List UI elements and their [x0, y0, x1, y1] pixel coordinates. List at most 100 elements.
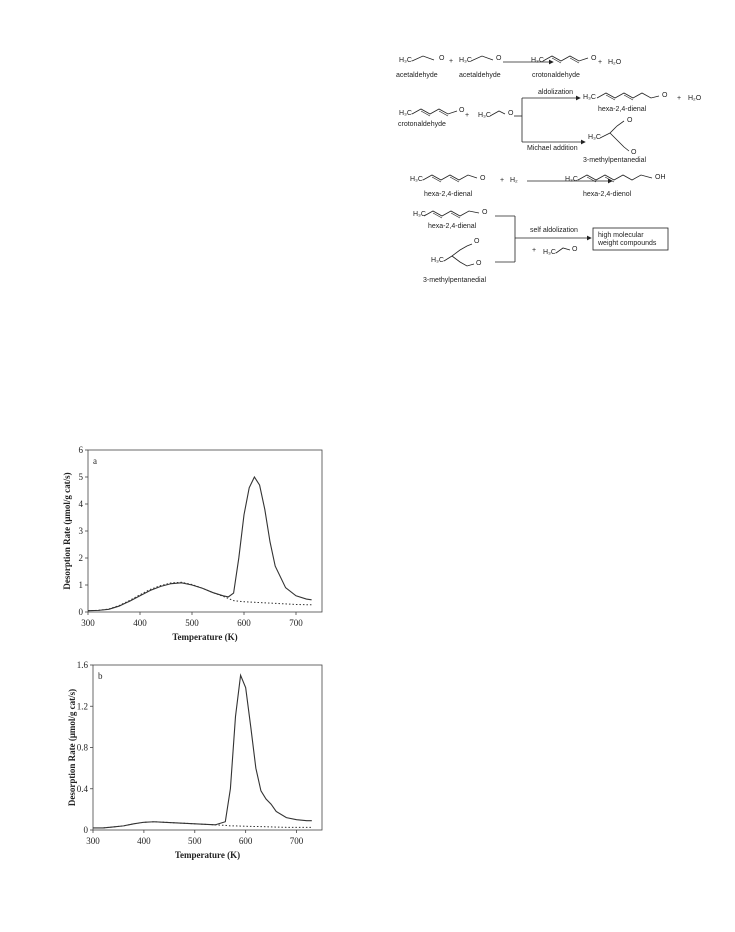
- y-tick-label: 1.2: [77, 701, 88, 711]
- bond: [542, 55, 589, 62]
- scheme-text: H₂O: [688, 95, 702, 102]
- scheme-text: O: [631, 149, 637, 156]
- scheme-text: crotonaldehyde: [398, 121, 446, 128]
- bond: [423, 210, 480, 217]
- bond: [470, 55, 494, 62]
- y-tick-label: 0.4: [77, 784, 89, 794]
- bond: [609, 132, 630, 152]
- bond: [555, 247, 571, 254]
- product-box: [592, 227, 669, 251]
- chart: b 300 400 500 600 700 0 0.4 0.8 1.2 1.6 Temperature…: [67, 660, 323, 860]
- x-tick-label: 500: [185, 618, 199, 628]
- y-tick-label: 2: [79, 553, 84, 563]
- x-tick-label: 400: [133, 618, 147, 628]
- y-tick-label: 0.8: [77, 743, 89, 753]
- charts: a 300 400 500 600 700 0 1 2 3 4 5 6 Temperature (K) De…: [62, 445, 323, 860]
- scheme-text: O: [496, 55, 502, 62]
- bond: [411, 108, 458, 115]
- scheme-text: H₂: [510, 177, 518, 184]
- y-tick-label: 3: [79, 526, 84, 536]
- x-tick-label: 700: [289, 618, 303, 628]
- scheme-text: O: [480, 175, 486, 182]
- bond: [599, 120, 625, 139]
- scheme-text: +: [598, 59, 602, 66]
- scheme-text: +: [532, 247, 536, 254]
- scheme-text: O: [474, 238, 480, 245]
- data-line: [93, 673, 312, 829]
- x-tick-label: 500: [188, 836, 202, 846]
- bond: [411, 55, 435, 62]
- scheme-text: weight compounds: [597, 240, 657, 247]
- x-tick-label: 300: [81, 618, 95, 628]
- scheme-text: +: [449, 58, 453, 65]
- scheme-text: H₃C: [413, 211, 426, 218]
- scheme-text: H₃C: [399, 110, 412, 117]
- scheme-text: O: [662, 92, 668, 99]
- scheme-text: hexa-2,4-dienol: [583, 191, 632, 198]
- scheme-text: hexa-2,4-dienal: [424, 191, 473, 198]
- x-tick-label: 700: [290, 836, 304, 846]
- scheme-text: O: [482, 209, 488, 216]
- scheme-text: hexa-2,4-dienal: [598, 106, 647, 113]
- plot-frame: [92, 664, 323, 831]
- scheme-text: H₃C: [583, 94, 596, 101]
- data-line: [87, 581, 312, 612]
- bond: [451, 255, 475, 267]
- scheme-text: O: [508, 110, 514, 117]
- scheme-text: O: [572, 246, 578, 253]
- double-bond: [569, 57, 580, 64]
- double-bond: [623, 94, 634, 101]
- scheme-text: H₃C: [543, 249, 556, 256]
- bond: [596, 92, 660, 99]
- y-axis-label: Desorption Rate (μmol/g cat/s): [62, 472, 72, 589]
- scheme-text: Michael addition: [527, 145, 578, 152]
- scheme-text: acetaldehyde: [396, 72, 438, 79]
- bond: [577, 174, 653, 181]
- double-bond: [605, 94, 616, 101]
- bond: [443, 243, 473, 262]
- scheme-text: +: [500, 177, 504, 184]
- scheme-text: self aldolization: [530, 227, 578, 234]
- panel-label: a: [93, 456, 97, 466]
- x-axis-label: Temperature (K): [175, 850, 240, 860]
- scheme-text: 3-methylpentanedial: [583, 157, 646, 164]
- scheme-text: aldolization: [538, 89, 573, 96]
- bond: [422, 174, 478, 181]
- scheme-text: H₃C: [431, 257, 444, 264]
- x-tick-label: 300: [86, 836, 100, 846]
- x-tick-label: 600: [239, 836, 253, 846]
- scheme-text: O: [476, 260, 482, 267]
- scheme-text: O: [591, 55, 597, 62]
- scheme-text: acetaldehyde: [459, 72, 501, 79]
- y-tick-label: 1: [79, 580, 84, 590]
- double-bond: [450, 212, 461, 219]
- scheme-text: crotonaldehyde: [532, 72, 580, 79]
- double-bond: [551, 57, 562, 64]
- x-axis-label: Temperature (K): [172, 632, 237, 642]
- scheme-text: H₃C: [588, 134, 601, 141]
- bond: [489, 110, 506, 117]
- double-bond: [438, 110, 449, 117]
- scheme-text: H₃C: [399, 57, 412, 64]
- y-tick-label: 4: [79, 499, 84, 509]
- scheme-text: 3-methylpentanedial: [423, 277, 486, 284]
- x-tick-label: 400: [137, 836, 151, 846]
- scheme-text: O: [627, 117, 633, 124]
- scheme-text: +: [465, 112, 469, 119]
- scheme-text: H₃C: [478, 112, 491, 119]
- chart: a 300 400 500 600 700 0 1 2 3 4 5 6 Temperature (K) De…: [62, 445, 323, 642]
- x-tick-label: 600: [237, 618, 251, 628]
- scheme-text: H₃C: [565, 176, 578, 183]
- scheme-text: H₃C: [410, 176, 423, 183]
- double-bond: [449, 176, 460, 183]
- scheme-text: high molecular: [598, 232, 644, 239]
- y-tick-label: 1.6: [77, 660, 89, 670]
- scheme-text: O: [459, 107, 465, 114]
- data-line: [87, 475, 312, 612]
- y-axis-label: Desorption Rate (μmol/g cat/s): [67, 689, 77, 806]
- y-tick-label: 0: [79, 607, 84, 617]
- scheme-text: H₂O: [608, 59, 622, 66]
- scheme-text: +: [677, 95, 681, 102]
